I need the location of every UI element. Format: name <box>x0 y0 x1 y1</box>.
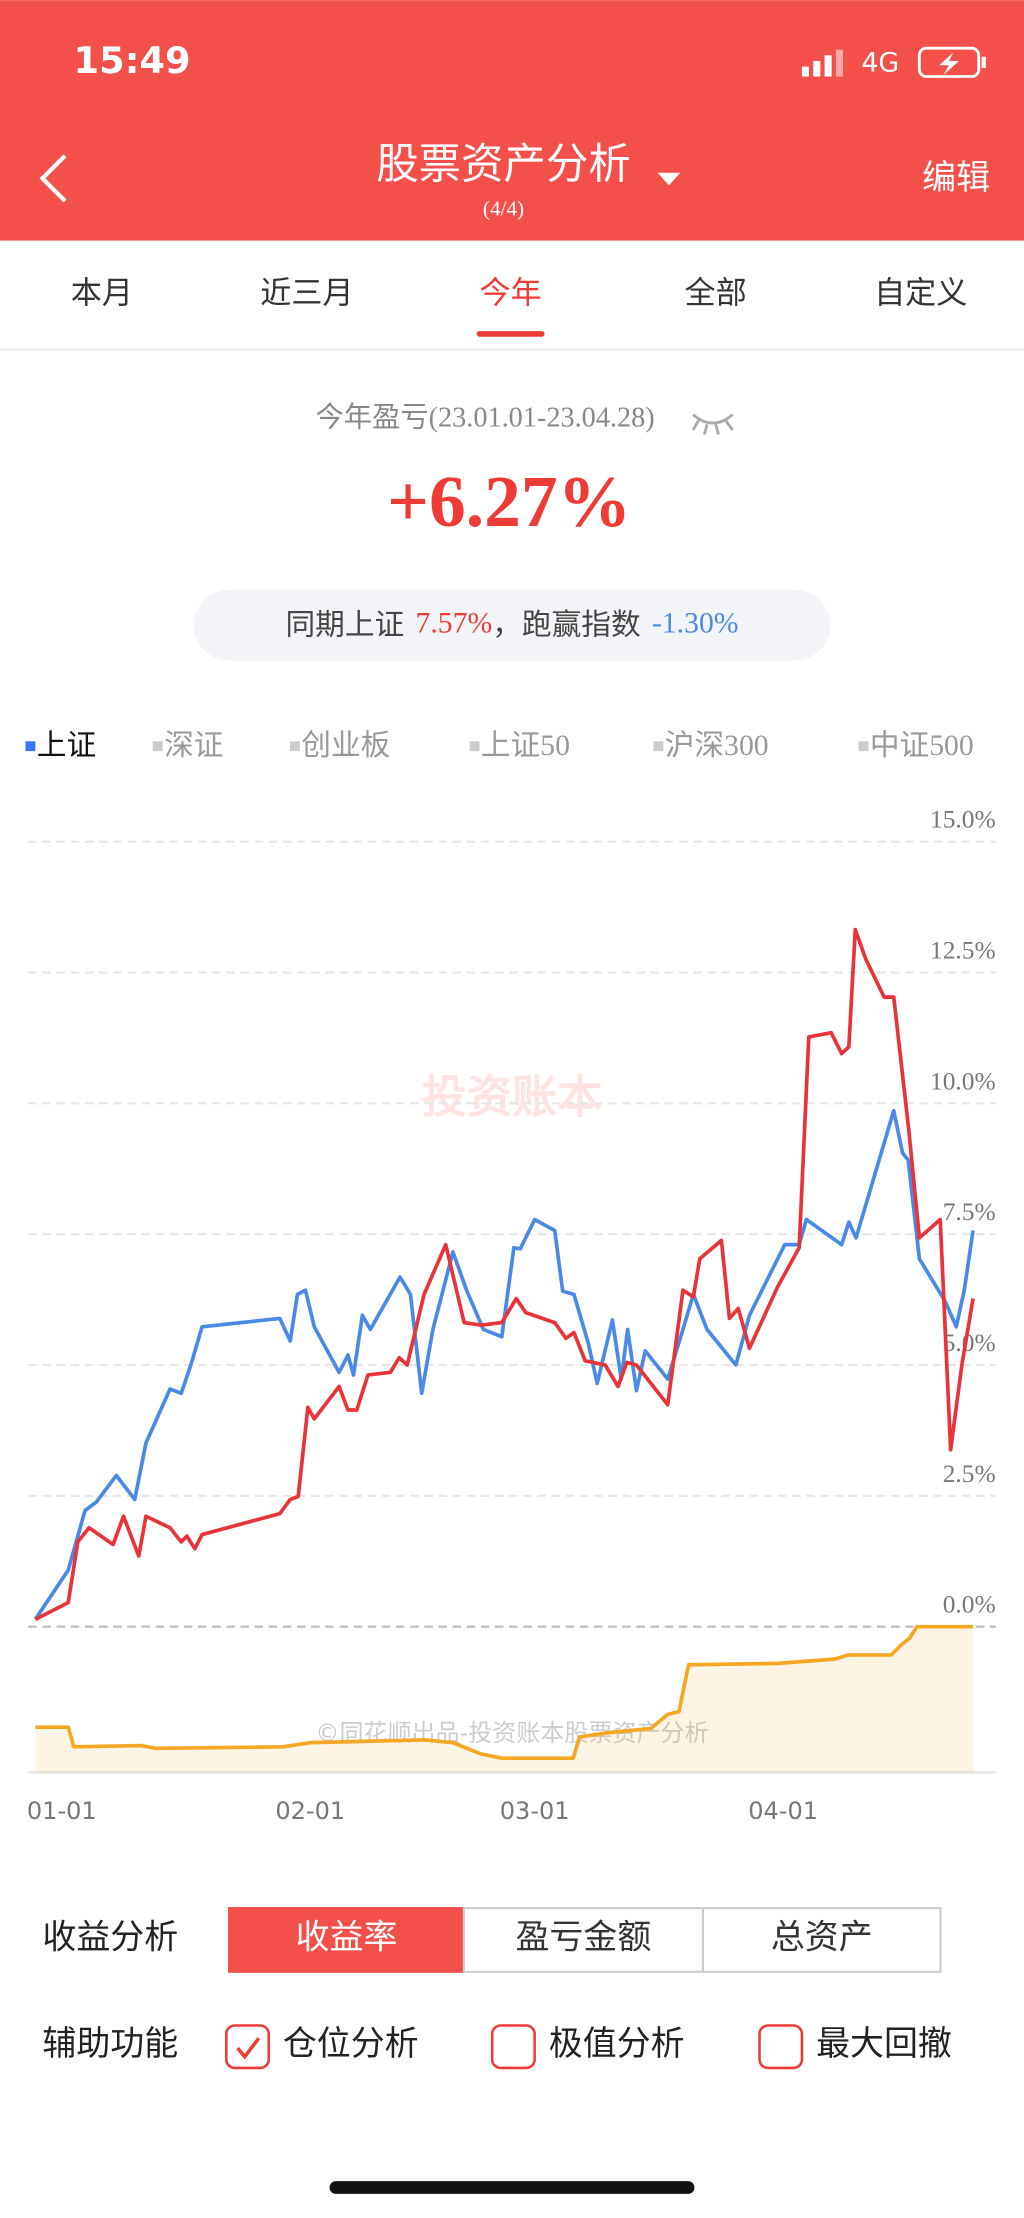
checkbox-label[interactable]: 仓位分析 <box>283 2024 419 2064</box>
index-tab[interactable]: 上证50 <box>481 730 570 762</box>
aux-label: 辅助功能 <box>42 2024 178 2064</box>
index-tab[interactable]: 上证 <box>37 730 96 762</box>
checkmark <box>236 2037 261 2060</box>
y-tick-label: 2.5% <box>943 1459 996 1488</box>
period-tab[interactable]: 本月 <box>71 275 133 311</box>
signal-icon <box>801 49 843 77</box>
checkbox[interactable] <box>225 2024 271 2070</box>
period-tab[interactable]: 近三月 <box>260 275 353 311</box>
checkbox-label[interactable]: 最大回撤 <box>816 2024 952 2064</box>
x-tick-label: 04-01 <box>748 1797 818 1825</box>
compare-text: 同期上证 7.57%，跑赢指数 -1.30% <box>285 607 738 642</box>
index-tab[interactable]: 创业板 <box>301 729 390 762</box>
index-tab[interactable]: 沪深300 <box>665 729 769 762</box>
legend-swatch <box>858 741 869 752</box>
legend-swatch <box>25 741 36 752</box>
analysis-button[interactable] <box>701 1907 942 1973</box>
beat-value: -1.30% <box>652 607 739 639</box>
y-tick-label: 7.5% <box>943 1197 996 1226</box>
status-time: 15:49 <box>74 39 191 82</box>
x-tick-label: 01-01 <box>27 1797 97 1825</box>
return-line <box>33 1108 975 1621</box>
legend-swatch <box>289 741 300 752</box>
y-tick-label: 10.0% <box>930 1066 996 1095</box>
position-area <box>35 1626 974 1773</box>
header-bg <box>0 0 1024 241</box>
index-tab[interactable]: 中证500 <box>870 729 974 762</box>
analysis-label: 收益分析 <box>42 1918 178 1958</box>
legend-swatch <box>653 741 664 752</box>
period-tab[interactable]: 自定义 <box>874 275 967 311</box>
beat-label: ，跑赢指数 <box>492 607 640 642</box>
index-tab[interactable]: 深证 <box>164 730 223 762</box>
legend-swatch <box>469 741 480 752</box>
checkbox-label[interactable]: 极值分析 <box>549 2024 685 2064</box>
x-tick-label: 03-01 <box>500 1797 570 1825</box>
home-indicator <box>329 2181 695 2194</box>
y-tick-label: 0.0% <box>943 1590 996 1619</box>
return-line <box>34 927 975 1621</box>
back-button[interactable] <box>39 154 67 203</box>
position-line <box>35 1624 974 1761</box>
dropdown-arrow[interactable] <box>657 172 681 186</box>
y-tick-label: 5.0% <box>943 1328 996 1357</box>
y-tick-label: 15.0% <box>930 805 996 834</box>
x-tick-label: 02-01 <box>275 1797 345 1825</box>
checkbox[interactable] <box>758 2024 804 2070</box>
analysis-button-label[interactable]: 收益率 <box>296 1918 398 1958</box>
compare-pill <box>193 589 831 661</box>
period-tab[interactable]: 全部 <box>685 275 747 311</box>
analysis-button-label[interactable]: 盈亏金额 <box>516 1918 652 1958</box>
tab-underline <box>476 331 545 337</box>
watermark: 投资账本 <box>422 1071 603 1124</box>
compare-value: 7.57% <box>416 607 493 639</box>
summary-label: 今年盈亏(23.01.01-23.04.28) <box>316 402 655 434</box>
edit-button[interactable]: 编辑 <box>922 158 990 198</box>
battery-icon <box>917 46 986 78</box>
network-label: 4G <box>861 47 899 78</box>
checkbox[interactable] <box>490 2024 536 2070</box>
legend-swatch <box>152 741 163 752</box>
period-tab[interactable]: 今年 <box>479 275 541 311</box>
header-subtitle: (4/4) <box>483 197 524 221</box>
eye-icon[interactable] <box>691 413 734 435</box>
analysis-button-label[interactable]: 总资产 <box>771 1918 873 1958</box>
summary-value: +6.27% <box>387 460 631 542</box>
y-tick-label: 12.5% <box>930 936 996 965</box>
header-title[interactable]: 股票资产分析 <box>376 141 631 190</box>
compare-label: 同期上证 <box>285 607 404 642</box>
